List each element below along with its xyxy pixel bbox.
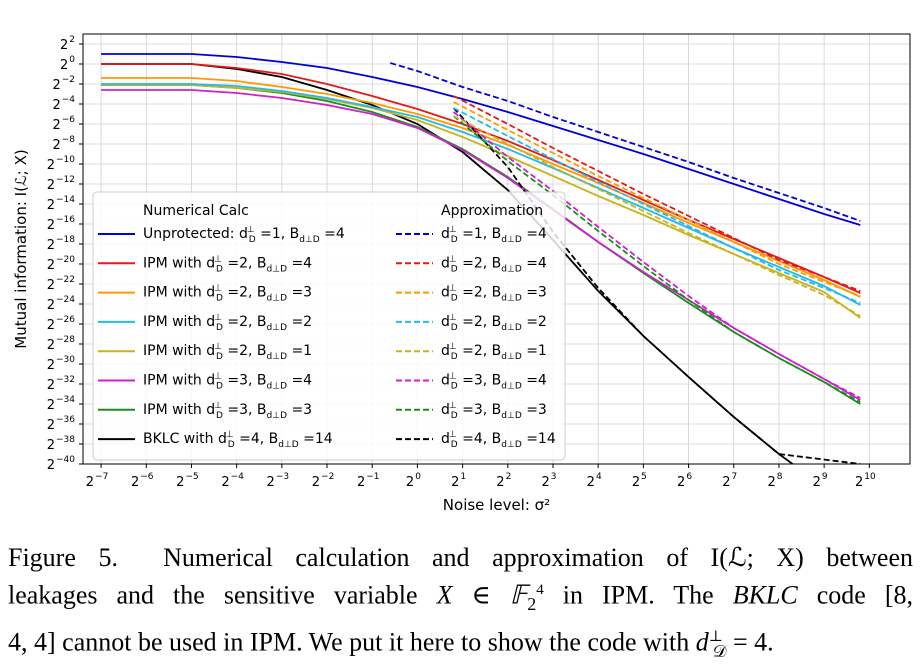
approx-line	[453, 111, 861, 399]
x-ticks: 2−7 2−6 2−5 2−4 2−3 2−2 2−1 20 21 22 23 24 25 26 27 28 2…	[86, 464, 876, 490]
approx-line	[453, 115, 861, 403]
legend-entry-label: IPM with d⊥ D =2, Bd⊥D =2	[143, 313, 312, 333]
x-tick-label: 26	[677, 472, 692, 490]
caption-line2-sub: 2	[527, 593, 537, 614]
y-tick-label: 2−24	[47, 295, 76, 313]
y-tick-label: 2−18	[47, 235, 76, 253]
y-ticks: 22 20 2−2 2−4 2−6 2−8 2−10 2−12 2−14 2−16 2−18 2−20…	[47, 35, 83, 473]
legend-entry-label: d⊥ D =2, Bd⊥D =3	[441, 284, 547, 304]
legend-box	[92, 191, 566, 461]
caption-line-3: 4, 4] cannot be used in IPM. We put it h…	[8, 621, 913, 668]
x-tick-label: 24	[587, 472, 602, 490]
y-tick-label: 20	[60, 55, 75, 73]
x-tick-label: 21	[451, 472, 466, 490]
x-tick-label: 27	[722, 472, 737, 490]
caption-line2-suffix: in IPM. The	[562, 580, 714, 610]
approx-line	[452, 107, 861, 464]
x-tick-label: 2−4	[221, 472, 244, 490]
plot-series	[101, 53, 861, 464]
caption-line2-sup: 4	[536, 582, 544, 598]
caption-figure-label: Figure 5.	[8, 543, 118, 572]
legend-entry-label: d⊥ D =3, Bd⊥D =3	[441, 401, 547, 421]
legend-entry-label: d⊥ D =3, Bd⊥D =4	[441, 372, 547, 392]
y-tick-label: 2−14	[47, 195, 76, 213]
caption-line3-eq: = 4.	[732, 627, 774, 657]
y-tick-label: 2−32	[47, 375, 75, 393]
numerical-line	[101, 53, 861, 226]
approx-line	[453, 101, 861, 297]
legend: Numerical Calc Approximation Unprotected: …	[92, 191, 566, 461]
legend-entry-label: d⊥ D =4, Bd⊥D =14	[441, 430, 556, 450]
x-tick-label: 2−7	[86, 472, 109, 490]
legend-entry-label: BKLC with d⊥ D =4, Bd⊥D =14	[143, 430, 333, 450]
approx-line	[453, 107, 861, 304]
caption-line2-math: X ∈ 𝔽	[436, 580, 528, 610]
y-tick-label: 2−36	[47, 415, 76, 433]
figure-caption: Figure 5. Numerical calculation and appr…	[8, 541, 913, 668]
plot-frame	[82, 33, 911, 465]
x-axis-label: Noise level: σ²	[443, 496, 550, 514]
x-tick-label: 20	[406, 472, 421, 490]
y-tick-label: 2−2	[52, 75, 75, 93]
x-tick-label: 2−3	[267, 472, 290, 490]
caption-line-2: leakages and the sensitive variable X ∈ …	[8, 574, 913, 621]
y-tick-label: 2−20	[47, 255, 76, 273]
legend-entry-label: d⊥ D =2, Bd⊥D =1	[441, 342, 547, 362]
numerical-line	[101, 63, 861, 294]
legend-entry-label: IPM with d⊥ D =2, Bd⊥D =3	[143, 284, 312, 304]
x-tick-label: 25	[632, 472, 647, 490]
y-tick-label: 2−34	[47, 395, 76, 413]
legend-entry-label: IPM with d⊥ D =3, Bd⊥D =3	[143, 401, 312, 421]
y-axis-label: Mutual information: I(ℒ; X)	[12, 149, 30, 348]
x-tick-label: 23	[541, 472, 556, 490]
numerical-line	[101, 63, 861, 464]
caption-line3-text: 4, 4] cannot be used in IPM. We put it h…	[8, 627, 690, 657]
legend-entry-label: IPM with d⊥ D =2, Bd⊥D =4	[143, 254, 312, 274]
y-tick-label: 2−38	[47, 435, 76, 453]
caption-line2-tail: code [8,	[816, 580, 913, 610]
y-tick-label: 2−40	[47, 455, 76, 473]
approx-line	[390, 62, 861, 222]
y-tick-label: 2−6	[52, 115, 75, 133]
legend-entry-label: d⊥ D =1, Bd⊥D =4	[441, 225, 547, 245]
caption-line-1: Figure 5. Numerical calculation and appr…	[8, 541, 913, 574]
x-tick-label: 2−1	[357, 472, 380, 490]
y-tick-label: 2−30	[47, 355, 76, 373]
x-tick-label: 2−5	[176, 472, 199, 490]
x-tick-label: 22	[496, 472, 511, 490]
y-tick-label: 2−4	[52, 95, 75, 113]
y-tick-label: 2−16	[47, 215, 76, 233]
caption-line2-prefix: leakages and the sensitive variable	[8, 580, 418, 610]
y-tick-label: 2−10	[47, 155, 76, 173]
legend-entry-label: d⊥ D =2, Bd⊥D =2	[441, 313, 547, 333]
y-tick-label: 2−12	[47, 175, 75, 193]
y-tick-label: 22	[60, 35, 75, 53]
y-tick-label: 2−8	[52, 135, 75, 153]
x-tick-label: 210	[855, 472, 876, 490]
y-tick-label: 2−22	[47, 275, 75, 293]
caption-line1-text: Numerical calculation and approximation …	[163, 543, 913, 572]
chart: 2−7 2−6 2−5 2−4 2−3 2−2 2−1 20 21 22 23 24 25 26 27 28 2…	[12, 33, 911, 514]
legend-entry-label: IPM with d⊥ D =2, Bd⊥D =1	[143, 342, 312, 362]
legend-entry-label: d⊥ D =2, Bd⊥D =4	[441, 254, 547, 274]
caption-line3-math: d	[695, 627, 709, 657]
approx-line	[453, 95, 861, 292]
y-tick-label: 2−26	[47, 315, 76, 333]
x-tick-label: 28	[767, 472, 782, 490]
y-tick-label: 2−28	[47, 335, 76, 353]
legend-title-approximation: Approximation	[441, 203, 543, 219]
x-tick-label: 2−2	[312, 472, 335, 490]
caption-line3-sub: 𝒟	[712, 641, 727, 661]
legend-entry-label: Unprotected: d⊥ D =1, Bd⊥D =4	[143, 225, 345, 245]
approx-line	[453, 115, 861, 317]
caption-line2-code: BKLC	[732, 580, 798, 610]
x-tick-label: 29	[813, 472, 828, 490]
x-tick-label: 2−6	[131, 472, 154, 490]
legend-title-numerical: Numerical Calc	[143, 203, 249, 219]
caption-line3-sup: ⊥	[708, 628, 723, 645]
legend-entry-label: IPM with d⊥ D =3, Bd⊥D =4	[143, 372, 312, 392]
